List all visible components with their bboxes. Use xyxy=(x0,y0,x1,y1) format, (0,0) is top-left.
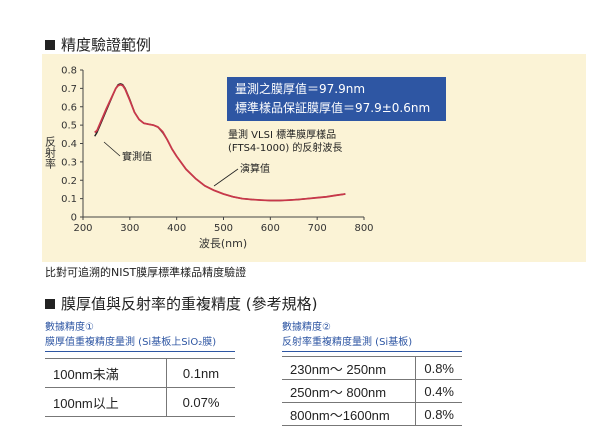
y-tick-label: 0.1 xyxy=(61,194,77,205)
range-cell: 100nm以上 xyxy=(45,387,167,417)
table-row: 800nm～1600nm 0.8% xyxy=(282,402,462,426)
section-title-text: 精度驗證範例 xyxy=(61,36,152,54)
ticks-layer: 200 300 400 500 600 700 800 0 0.1 0.2 0.3 0.4 0.5 0.6… xyxy=(61,66,373,235)
table-row: 230nm～ 250nm 0.8% xyxy=(282,356,462,380)
value-cell: 0.8% xyxy=(415,402,462,426)
square-bullet-icon xyxy=(45,298,55,309)
sample-note-line2: (FTS4-1000) 的反射波長 xyxy=(228,141,342,154)
thickness-info-box: 量測之膜厚值＝97.9nm 標準樣品保証膜厚值＝97.9±0.6nm xyxy=(227,77,446,121)
section-title-repeatability: 膜厚值與反射率的重複精度 (參考規格) xyxy=(45,293,317,314)
x-tick-label: 700 xyxy=(308,223,327,234)
x-tick-label: 800 xyxy=(354,223,373,234)
x-tick-label: 600 xyxy=(261,223,280,234)
annotation-calculated: 演算值 xyxy=(240,162,270,175)
table-row: 100nm以上 0.07% xyxy=(45,387,235,417)
square-bullet-icon xyxy=(45,39,55,50)
annotation-calculated-leader xyxy=(213,168,239,187)
x-tick-label: 400 xyxy=(167,223,186,234)
y-tick-label: 0.3 xyxy=(61,157,77,168)
section-title-accuracy: 精度驗證範例 xyxy=(45,34,151,55)
value-cell: 0.07% xyxy=(166,387,235,417)
y-tick-label: 0.4 xyxy=(61,139,77,150)
y-axis-label: 反射率 xyxy=(44,136,57,170)
range-cell: 100nm未滿 xyxy=(45,358,167,388)
thickness-precision-block: 數據精度① 膜厚值重複精度量測 (Si基板上SiO₂膜) 100nm未滿 0.1… xyxy=(45,320,235,417)
y-tick-label: 0.7 xyxy=(61,84,77,95)
value-cell: 0.1nm xyxy=(166,358,235,388)
table-row: 250nm～ 800nm 0.4% xyxy=(282,379,462,403)
table-b-subtitle: 數據精度② xyxy=(282,322,331,333)
y-tick-label: 0 xyxy=(71,213,77,224)
reflectance-precision-table: 230nm～ 250nm 0.8% 250nm～ 800nm 0.4% 800n… xyxy=(282,356,462,426)
range-cell: 230nm～ 250nm xyxy=(282,356,417,380)
x-tick-label: 500 xyxy=(214,223,233,234)
reflectance-precision-block: 數據精度② 反射率重複精度量測 (Si基板) 230nm～ 250nm 0.8%… xyxy=(282,320,462,426)
section-title-text: 膜厚值與反射率的重複精度 (參考規格) xyxy=(61,295,318,313)
x-tick-label: 200 xyxy=(73,223,92,234)
chart-caption: 比對可追溯的NIST膜厚標準樣品精度驗證 xyxy=(45,266,247,279)
table-a-subtitle: 數據精度① xyxy=(45,322,94,333)
y-tick-label: 0.2 xyxy=(61,176,77,187)
y-tick-label: 0.8 xyxy=(61,66,77,77)
value-cell: 0.4% xyxy=(415,379,462,403)
value-cell: 0.8% xyxy=(415,356,462,380)
series-line-calculated xyxy=(94,83,346,202)
table-a-caption: 膜厚值重複精度量測 (Si基板上SiO₂膜) xyxy=(45,335,235,352)
reflectance-chart: 200 300 400 500 600 700 800 0 0.1 0.2 0.3 0.4 0.5 0.6… xyxy=(44,66,374,251)
x-axis-label: 波長(nm) xyxy=(199,237,247,250)
x-tick-label: 300 xyxy=(120,223,139,234)
annotation-measured: 實測值 xyxy=(122,150,152,163)
y-tick-label: 0.5 xyxy=(61,121,77,132)
range-cell: 250nm～ 800nm xyxy=(282,379,417,403)
table-row: 100nm未滿 0.1nm xyxy=(45,358,235,388)
range-cell: 800nm～1600nm xyxy=(282,402,417,426)
sample-note-line1: 量測 VLSI 標準膜厚樣品 xyxy=(228,128,336,141)
series-layer xyxy=(94,83,346,202)
measured-thickness-text: 量測之膜厚值＝97.9nm xyxy=(235,82,366,96)
annotation-measured-leader xyxy=(103,141,121,157)
table-b-caption: 反射率重複精度量測 (Si基板) xyxy=(282,335,462,352)
y-tick-label: 0.6 xyxy=(61,102,77,113)
thickness-precision-table: 100nm未滿 0.1nm 100nm以上 0.07% xyxy=(45,358,235,417)
certified-thickness-text: 標準樣品保証膜厚值＝97.9±0.6nm xyxy=(235,101,431,115)
